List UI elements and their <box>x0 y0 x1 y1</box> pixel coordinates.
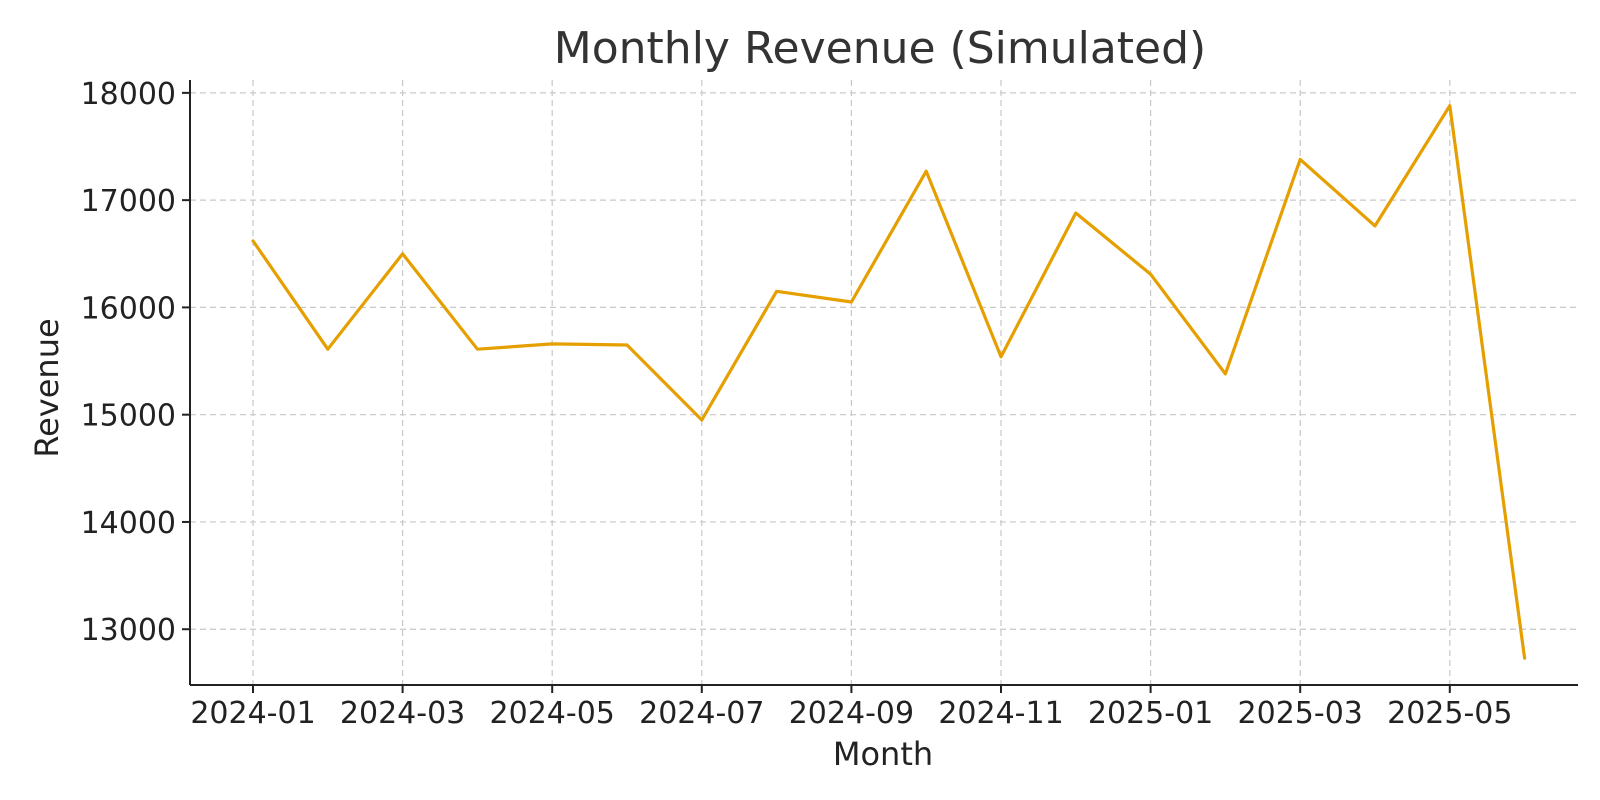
x-tick-label: 2025-03 <box>1238 696 1363 731</box>
x-tick-label: 2025-01 <box>1088 696 1213 731</box>
y-tick-label: 13000 <box>81 613 176 648</box>
grid <box>190 80 1578 685</box>
x-tick-label: 2024-01 <box>190 696 315 731</box>
y-tick-label: 16000 <box>81 291 176 326</box>
y-tick-label: 17000 <box>81 184 176 219</box>
series-layer <box>251 104 1527 660</box>
y-axis: 13000 14000 15000 16000 17000 18000 <box>81 77 190 648</box>
x-tick-label: 2024-11 <box>938 696 1063 731</box>
x-axis-label: Month <box>833 735 933 773</box>
chart-title: Monthly Revenue (Simulated) <box>554 23 1206 74</box>
x-axis: 2024-01 2024-03 2024-05 2024-07 2024-09 2024-… <box>190 685 1512 731</box>
x-tick-label: 2024-07 <box>639 696 764 731</box>
x-tick-label: 2024-03 <box>340 696 465 731</box>
y-axis-label: Revenue <box>28 318 66 457</box>
x-tick-label: 2024-05 <box>490 696 615 731</box>
x-tick-label: 2024-09 <box>789 696 914 731</box>
revenue-series-line <box>251 104 1527 660</box>
y-tick-label: 18000 <box>81 77 176 112</box>
x-tick-label: 2025-05 <box>1387 696 1512 731</box>
y-tick-label: 14000 <box>81 506 176 541</box>
y-tick-label: 15000 <box>81 399 176 434</box>
